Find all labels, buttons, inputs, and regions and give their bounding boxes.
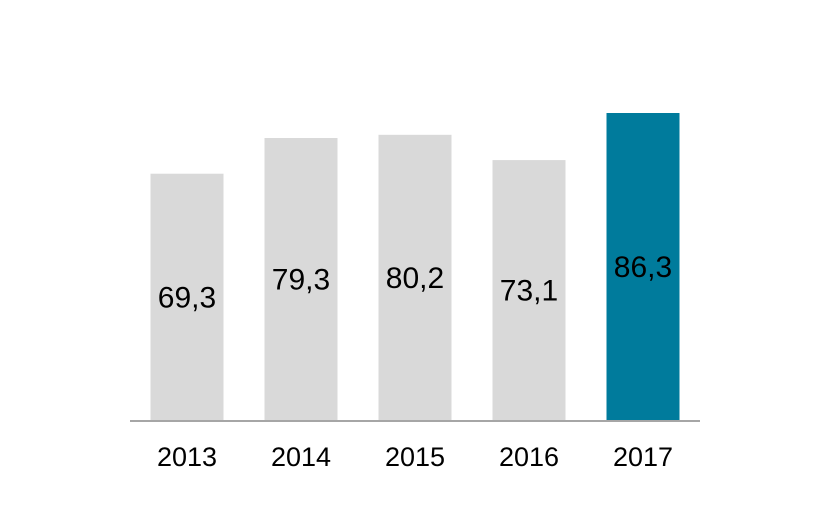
value-label-2016: 73,1 (500, 275, 558, 308)
bar-2016 (492, 160, 566, 421)
x-tick-label-2016: 2016 (499, 442, 559, 472)
x-tick-label-2014: 2014 (271, 442, 331, 472)
x-tick-label-2017: 2017 (613, 442, 673, 472)
value-labels-group: 69,3 79,3 80,2 73,1 86,3 (158, 251, 672, 314)
bar-2015 (378, 134, 452, 422)
value-label-2017: 86,3 (614, 251, 672, 284)
x-tick-label-2013: 2013 (157, 442, 217, 472)
bar-2017 (606, 113, 680, 421)
value-label-2015: 80,2 (386, 262, 444, 295)
tick-labels-group: 2013 2014 2015 2016 2017 (157, 442, 673, 472)
bars-group (150, 113, 680, 422)
value-label-2013: 69,3 (158, 281, 216, 314)
x-tick-label-2015: 2015 (385, 442, 445, 472)
bar-2014 (264, 138, 338, 421)
value-label-2014: 79,3 (272, 264, 330, 297)
bar-2013 (150, 173, 224, 421)
